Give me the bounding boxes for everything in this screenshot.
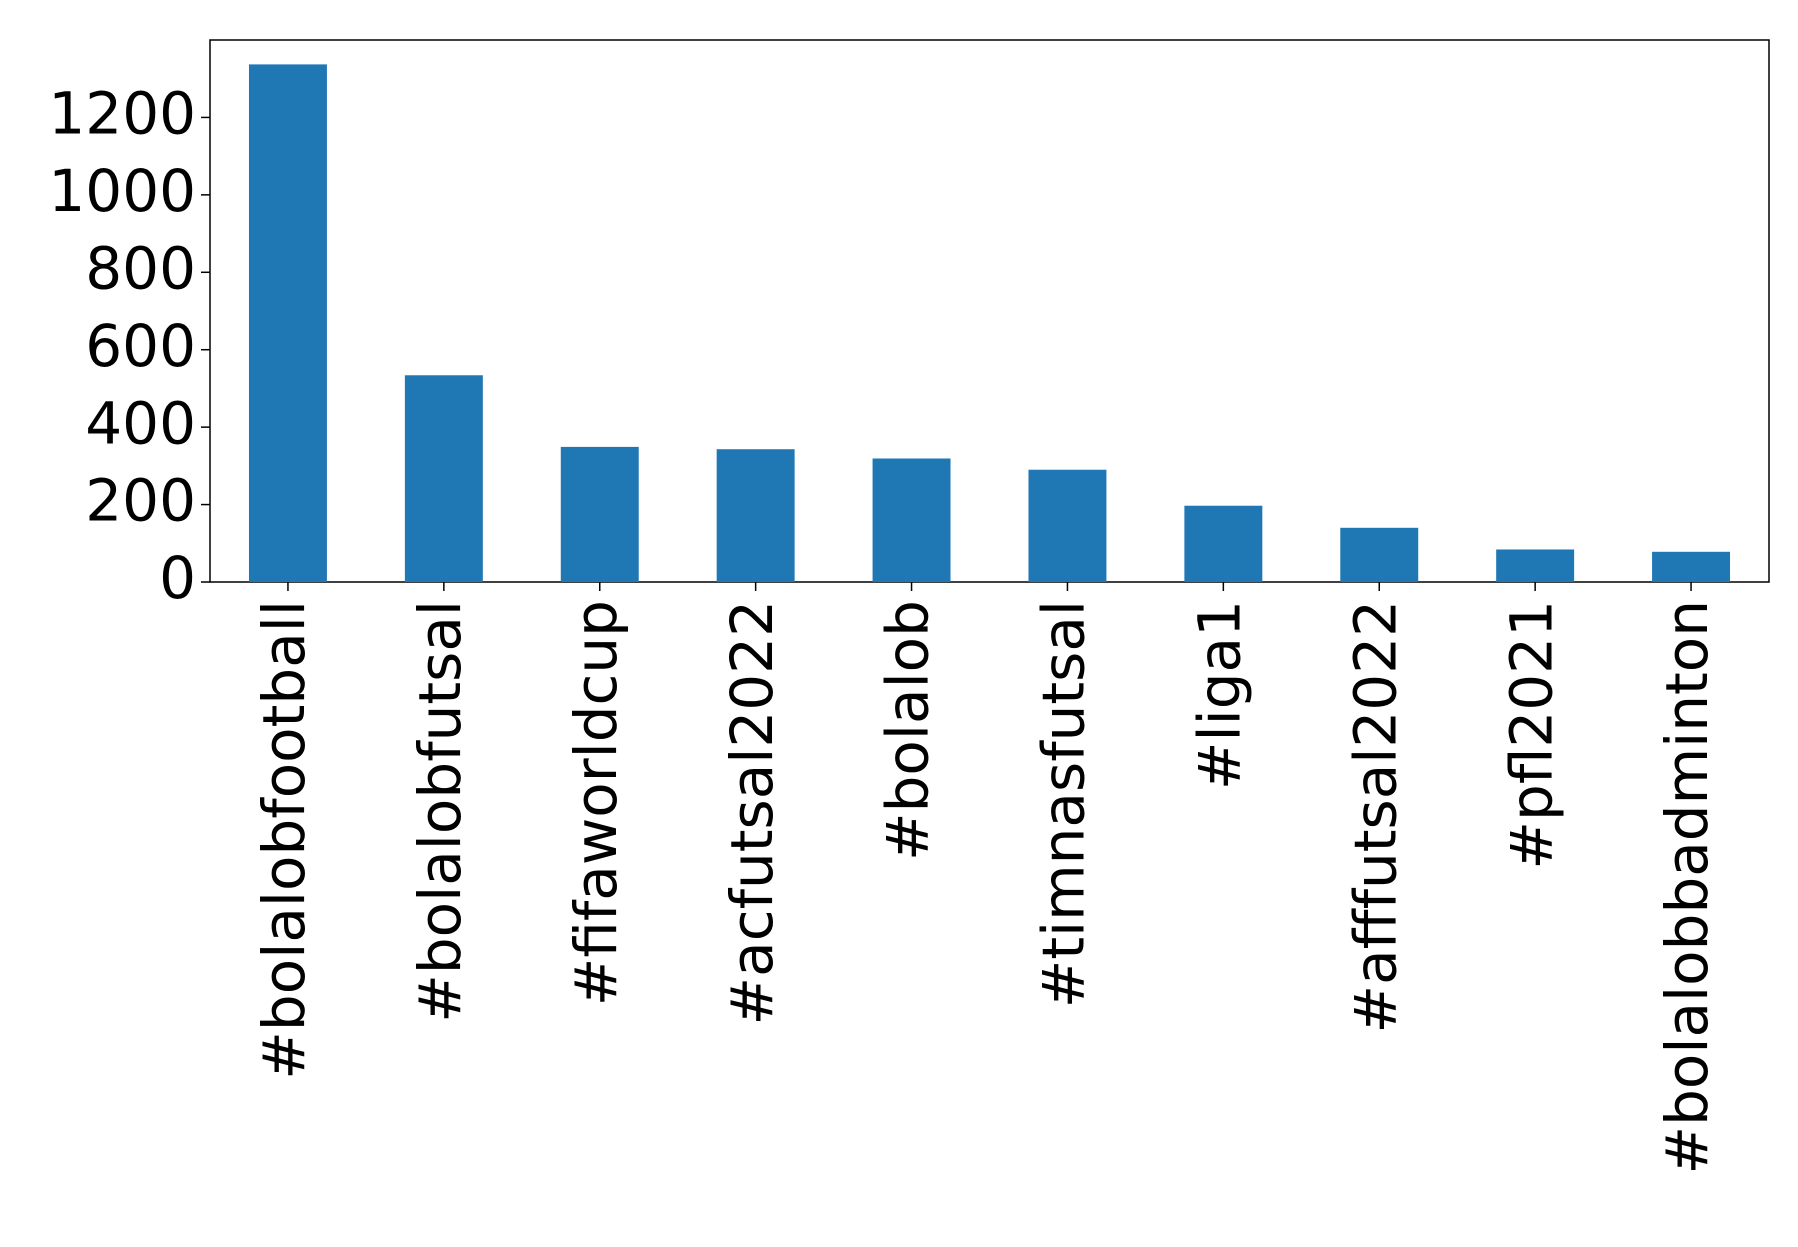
bar	[404, 375, 483, 582]
y-tick-label: 1200	[48, 80, 196, 148]
x-tick-label: #bolalobbadminton	[1653, 600, 1721, 1175]
bar	[248, 64, 327, 582]
bar	[872, 458, 951, 582]
x-tick-label: #fifaworldcup	[562, 600, 630, 1006]
plot-frame	[209, 39, 1770, 583]
y-tick-label: 1000	[48, 157, 196, 225]
x-tick-label: #timnasfutsal	[1030, 600, 1098, 1008]
bar	[716, 449, 795, 582]
x-tick-label: #pfl2021	[1497, 600, 1565, 870]
y-tick-label: 400	[85, 389, 196, 457]
bar	[1496, 549, 1575, 582]
y-tick-label: 600	[85, 312, 196, 380]
y-tick-label: 0	[159, 544, 196, 612]
bar	[1184, 505, 1263, 582]
x-tick-label: #bolalobfootball	[250, 600, 318, 1080]
bar	[1028, 469, 1107, 582]
bar	[560, 446, 639, 582]
x-tick-label: #liga1	[1185, 600, 1253, 790]
x-tick-label: #afffutsal2022	[1341, 600, 1409, 1034]
bar	[1340, 527, 1419, 582]
x-tick-label: #bolalob	[874, 600, 942, 861]
y-tick-label: 800	[85, 234, 196, 302]
y-tick-label: 200	[85, 467, 196, 535]
bar	[1652, 551, 1731, 582]
x-tick-label: #bolalobfutsal	[406, 600, 474, 1023]
x-tick-label: #acfutsal2022	[718, 600, 786, 1025]
